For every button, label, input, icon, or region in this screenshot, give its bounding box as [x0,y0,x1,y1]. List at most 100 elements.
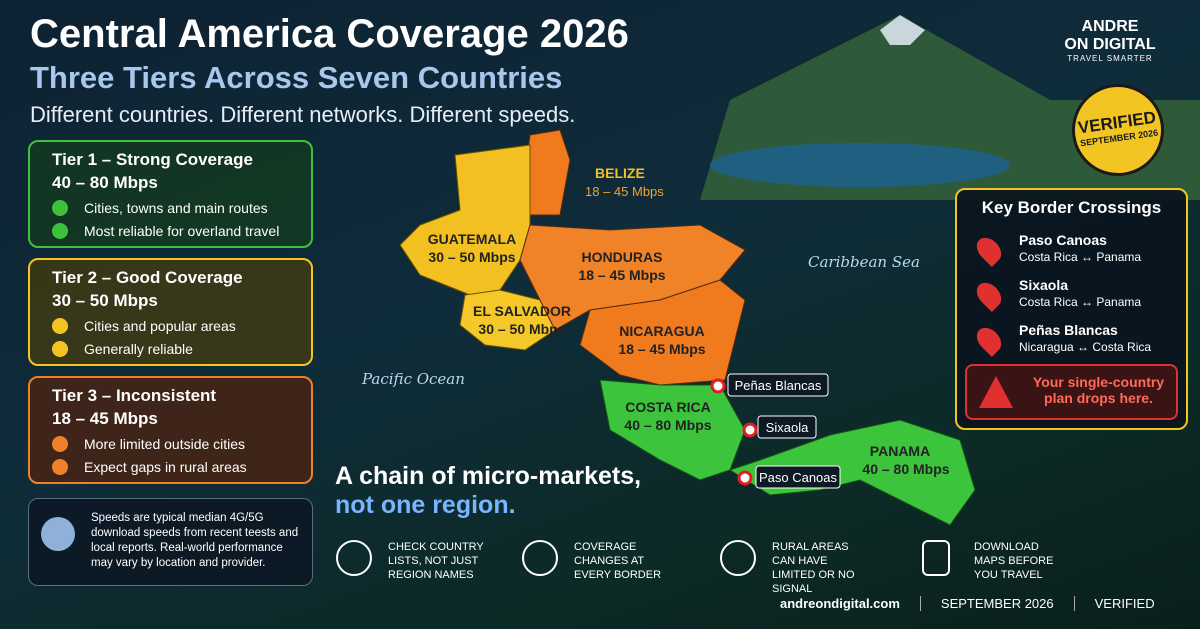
marker-label: Sixaola [766,420,809,435]
warning: Your single-country plan drops here. [965,364,1178,420]
tier-card: Tier 1 – Strong Coverage 40 – 80 Mbps Ci… [28,140,313,248]
tip-text: RURAL AREAS CAN HAVE LIMITED OR NO SIGNA… [772,541,855,595]
note-text: Speeds are typical median 4G/5G download… [91,512,299,569]
slogan-line: not one region. [335,491,516,519]
tier-item-text: Expect gaps in rural areas [84,459,247,475]
country-name: GUATEMALA [428,231,516,247]
marker-label: Paso Canoas [759,470,838,485]
tip: COVERAGE CHANGES AT EVERY BORDER [522,540,672,582]
icon [52,318,68,334]
tier-speed: 18 – 45 Mbps [52,409,158,428]
brand-line: ANDRE [1081,18,1139,35]
tier-item-text: Cities, towns and main routes [84,200,268,216]
crossing-route: Costa Rica ↔ Panama [1019,250,1142,264]
tip-icon [336,540,372,576]
country-belize [524,129,571,216]
title: Central America Coverage 2026 [30,12,629,56]
icon [52,200,68,216]
country-name: EL SALVADOR [473,303,571,319]
slogan: A chain of micro-markets, not one region… [335,462,641,520]
tier-item-text: Cities and popular areas [84,318,236,334]
marker-box [727,373,829,397]
marker-box [755,465,841,489]
tier-speed: 40 – 80 Mbps [52,173,158,192]
tier-item: Cities, towns and main routes [52,200,311,216]
crossing-marker: Paso Canoas [737,465,841,489]
tip: RURAL AREAS CAN HAVE LIMITED OR NO SIGNA… [720,540,870,596]
tier-title: Tier 3 – Inconsistent [52,386,217,405]
crossing-name: Peñas Blancas [1019,322,1118,338]
info-icon [41,517,75,551]
footer-status: VERIFIED [1073,596,1155,611]
brand-tagline: TRAVEL SMARTER [1067,54,1153,63]
tier-item: Expect gaps in rural areas [52,459,311,475]
crossing-item: Sixaola Costa Rica ↔ Panama [1019,277,1141,309]
country-speed: 30 – 50 Mbps [428,249,515,265]
slogan-line: A chain of micro-markets, [335,462,642,490]
brand-line: ON DIGITAL [1064,36,1156,53]
crossing-item: Paso Canoas Costa Rica ↔ Panama [1019,232,1141,264]
pin-icon [972,278,1006,312]
tier-item: More limited outside cities [52,436,311,452]
tier-speed: 30 – 50 Mbps [52,291,158,310]
footer: andreondigital.com SEPTEMBER 2026 VERIFI… [780,596,1155,611]
marker-dot [710,378,726,394]
tier-item-text: Generally reliable [84,341,193,357]
tip-icon [922,540,950,576]
country-speed: 40 – 80 Mbps [862,461,949,477]
country-name: NICARAGUA [619,323,705,339]
country-speed: 18 – 45 Mbps [585,184,664,199]
tip-icon [522,540,558,576]
country-speed: 18 – 45 Mbps [618,341,705,357]
note: Speeds are typical median 4G/5G download… [28,498,313,586]
crossing-route: Costa Rica ↔ Panama [1019,295,1142,309]
country-speed: 40 – 80 Mbps [624,417,711,433]
warning-text: Your single-country plan drops here. [1032,374,1165,406]
sea-label: Caribbean Sea [808,253,920,271]
tip: CHECK COUNTRY LISTS, NOT JUST REGION NAM… [336,540,486,582]
tier-item-text: More limited outside cities [84,436,246,452]
country-speed: 30 – 50 Mbps [478,321,565,337]
tier-card: Tier 3 – Inconsistent 18 – 45 Mbps More … [28,376,313,484]
footer-url: andreondigital.com [780,596,900,611]
tier-title: Tier 1 – Strong Coverage [52,150,253,169]
icon [52,459,68,475]
footer-date: SEPTEMBER 2026 [919,596,1054,611]
country-name: HONDURAS [582,249,663,265]
crossing-marker: Sixaola [742,415,817,439]
brand: ANDRE ON DIGITAL TRAVEL SMARTER [1040,18,1180,63]
crossing-route: Nicaragua ↔ Costa Rica [1019,340,1152,354]
country-nicaragua [579,279,746,386]
pin-icon [972,323,1006,357]
marker-label: Peñas Blancas [735,378,822,393]
panel-title: Key Border Crossings [981,198,1162,217]
country-name: BELIZE [595,165,645,181]
tier-item: Cities and popular areas [52,318,311,334]
country-el-salvador [459,289,556,351]
tier-item: Generally reliable [52,341,311,357]
lake [710,143,1010,187]
crossing-name: Sixaola [1019,277,1069,293]
marker-dot [737,470,753,486]
marker-box [757,415,817,439]
tier-card: Tier 2 – Good Coverage 30 – 50 Mbps Citi… [28,258,313,366]
subtitle: Three Tiers Across Seven Countries [30,60,563,95]
warning-icon [979,376,1013,408]
country-guatemala [399,144,531,296]
tier-item: Most reliable for overland travel [52,223,311,239]
tier-title: Tier 2 – Good Coverage [52,268,243,287]
icon [52,436,68,452]
country-name: COSTA RICA [625,399,711,415]
tip: DOWNLOAD MAPS BEFORE YOU TRAVEL [922,540,1072,582]
crossings-panel: Key Border Crossings Paso Canoas Costa Ri… [955,188,1188,430]
crossing-item: Peñas Blancas Nicaragua ↔ Costa Rica [1019,322,1151,354]
tip-text: COVERAGE CHANGES AT EVERY BORDER [574,541,662,581]
volcano-peak [880,15,925,45]
icon [52,341,68,357]
icon [52,223,68,239]
tip-icon [720,540,756,576]
crossing-name: Paso Canoas [1019,232,1107,248]
country-speed: 18 – 45 Mbps [578,267,665,283]
